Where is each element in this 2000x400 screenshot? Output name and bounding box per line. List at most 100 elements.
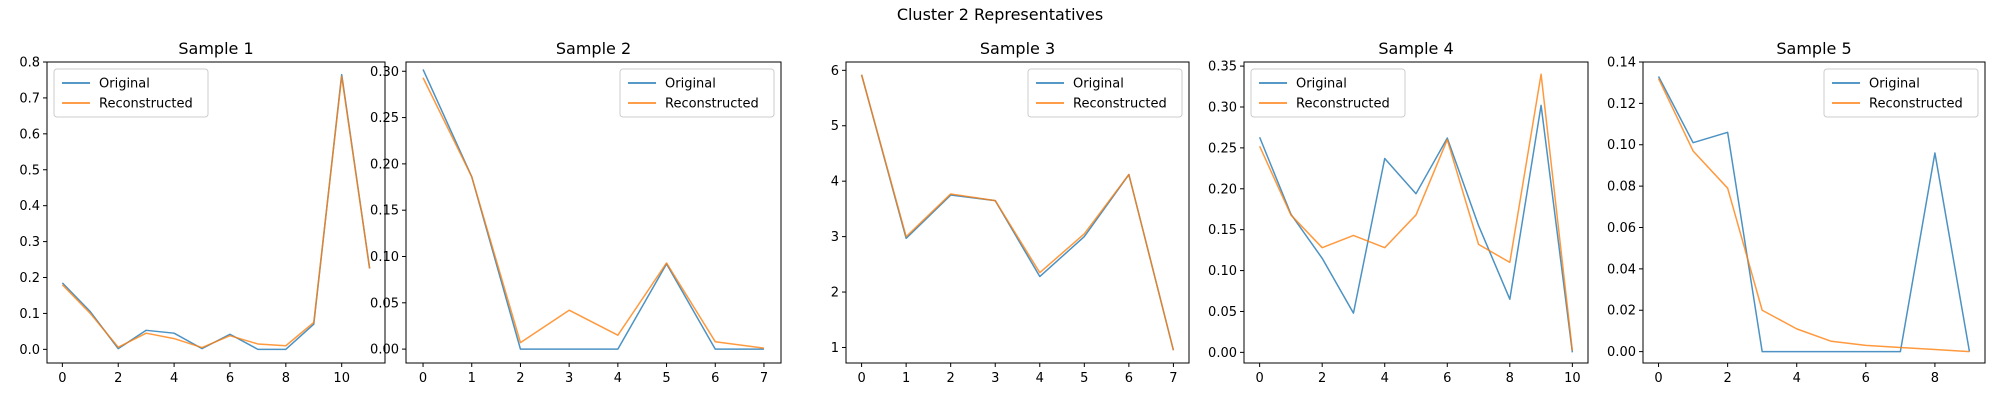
subplot-5: Sample 5 0 2 4 6 8 0.00 0.02 0.04 0.06 0.08 0.10 0.1… [1607,39,1986,386]
series-line-reconstructed [61,75,371,349]
y-tick-label: 1 [831,341,839,356]
y-tick-label: 0.2 [19,271,40,286]
x-tick-label: 6 [1443,371,1451,386]
x-tick-label: 10 [1564,371,1581,386]
x-tick-label: 3 [565,371,573,386]
y-tick-label: 0.25 [370,111,399,126]
subplot-title: Sample 4 [1378,39,1453,58]
legend-label-original: Original [99,77,150,92]
plot-frame [405,61,782,364]
y-tick-label: 0.1 [19,307,40,322]
legend-label-reconstructed: Reconstructed [1869,97,1963,112]
y-tick-label: 0.7 [19,91,40,106]
x-tick-label: 4 [614,371,622,386]
series-line-reconstructed [1258,73,1574,351]
y-tick-label: 0.04 [1607,262,1636,277]
y-tick-label: 4 [831,175,839,190]
y-tick-label: 0.6 [19,127,40,142]
x-tick-label: 2 [947,371,955,386]
legend-box [1027,68,1183,118]
y-tick-label: 0.08 [1607,180,1636,195]
y-tick-label: 0.20 [370,157,399,172]
y-tick-label: 6 [831,64,839,79]
y-tick-label: 0.15 [370,204,399,219]
series-line-reconstructed [422,77,765,349]
x-tick-label: 7 [760,371,768,386]
legend-label-original: Original [1296,77,1347,92]
series-line-original [1657,76,1971,353]
subplot-title: Sample 1 [178,39,253,58]
y-tick-label: 0.00 [370,343,399,358]
x-tick-label: 0 [419,371,427,386]
y-tick-label: 0.10 [1607,138,1636,153]
plot-frame [1642,61,1986,364]
y-tick-label: 5 [831,119,839,134]
x-tick-label: 4 [170,371,178,386]
y-tick-label: 0.10 [370,250,399,265]
x-tick-label: 6 [1125,371,1133,386]
legend: Original Reconstructed [53,68,209,118]
series-line-reconstructed [860,74,1175,351]
subplot-2: Sample 2 0 1 2 3 4 5 6 7 0.00 0.05 0.10 0.15 0.20 0.25… [370,39,782,386]
y-tick-label: 0.35 [1208,60,1237,75]
legend: Original Reconstructed [1823,68,1979,118]
y-tick-label: 0.02 [1607,304,1636,319]
y-tick-label: 0.14 [1607,56,1636,71]
x-tick-label: 5 [662,371,670,386]
y-tick-label: 0.30 [1208,100,1237,115]
legend-label-reconstructed: Reconstructed [99,97,193,112]
x-tick-label: 0 [58,371,66,386]
y-tick-label: 0.15 [1208,223,1237,238]
x-tick-label: 4 [1036,371,1044,386]
subplot-1: Sample 1 0 2 4 6 8 10 0.0 0.1 0.2 0.3 0.4 0.5 0.6 0.7 0… [19,39,386,386]
y-tick-label: 0.12 [1607,97,1636,112]
x-tick-label: 2 [1318,371,1326,386]
subplot-title: Sample 3 [980,39,1055,58]
x-tick-label: 8 [1506,371,1514,386]
y-tick-label: 0.00 [1208,346,1237,361]
legend: Original Reconstructed [1027,68,1183,118]
x-tick-label: 0 [1255,371,1263,386]
x-tick-label: 2 [1723,371,1731,386]
y-tick-label: 0.0 [19,343,40,358]
legend-box [53,68,209,118]
subplot-4: Sample 4 0 2 4 6 8 10 0.00 0.05 0.10 0.15 0.20 0.25 0… [1208,39,1589,386]
x-tick-label: 6 [1862,371,1870,386]
x-tick-label: 10 [333,371,350,386]
legend-label-reconstructed: Reconstructed [1296,97,1390,112]
series-line-original [1258,104,1574,353]
y-tick-label: 0.00 [1607,345,1636,360]
x-tick-label: 2 [516,371,524,386]
x-tick-label: 8 [282,371,290,386]
legend-box [619,68,775,118]
x-tick-label: 5 [1080,371,1088,386]
x-tick-label: 1 [468,371,476,386]
x-tick-label: 8 [1931,371,1939,386]
legend-label-original: Original [1073,77,1124,92]
y-tick-label: 0.05 [370,296,399,311]
y-tick-label: 0.25 [1208,141,1237,156]
y-tick-label: 0.5 [19,163,40,178]
y-tick-label: 0.3 [19,235,40,250]
y-tick-label: 0.30 [370,65,399,80]
x-tick-label: 1 [902,371,910,386]
x-tick-label: 6 [711,371,719,386]
x-tick-label: 4 [1381,371,1389,386]
x-tick-label: 7 [1169,371,1177,386]
plot-frame [1243,61,1589,364]
legend: Original Reconstructed [1250,68,1406,118]
legend-label-reconstructed: Reconstructed [1073,97,1167,112]
legend: Original Reconstructed [619,68,775,118]
x-tick-label: 0 [857,371,865,386]
y-tick-label: 0.06 [1607,221,1636,236]
legend-label-original: Original [665,77,716,92]
y-tick-label: 3 [831,230,839,245]
x-tick-label: 3 [991,371,999,386]
plot-frame [845,61,1190,364]
y-tick-label: 0.4 [19,199,40,214]
y-tick-label: 0.10 [1208,264,1237,279]
y-tick-label: 0.05 [1208,305,1237,320]
y-tick-label: 0.20 [1208,182,1237,197]
